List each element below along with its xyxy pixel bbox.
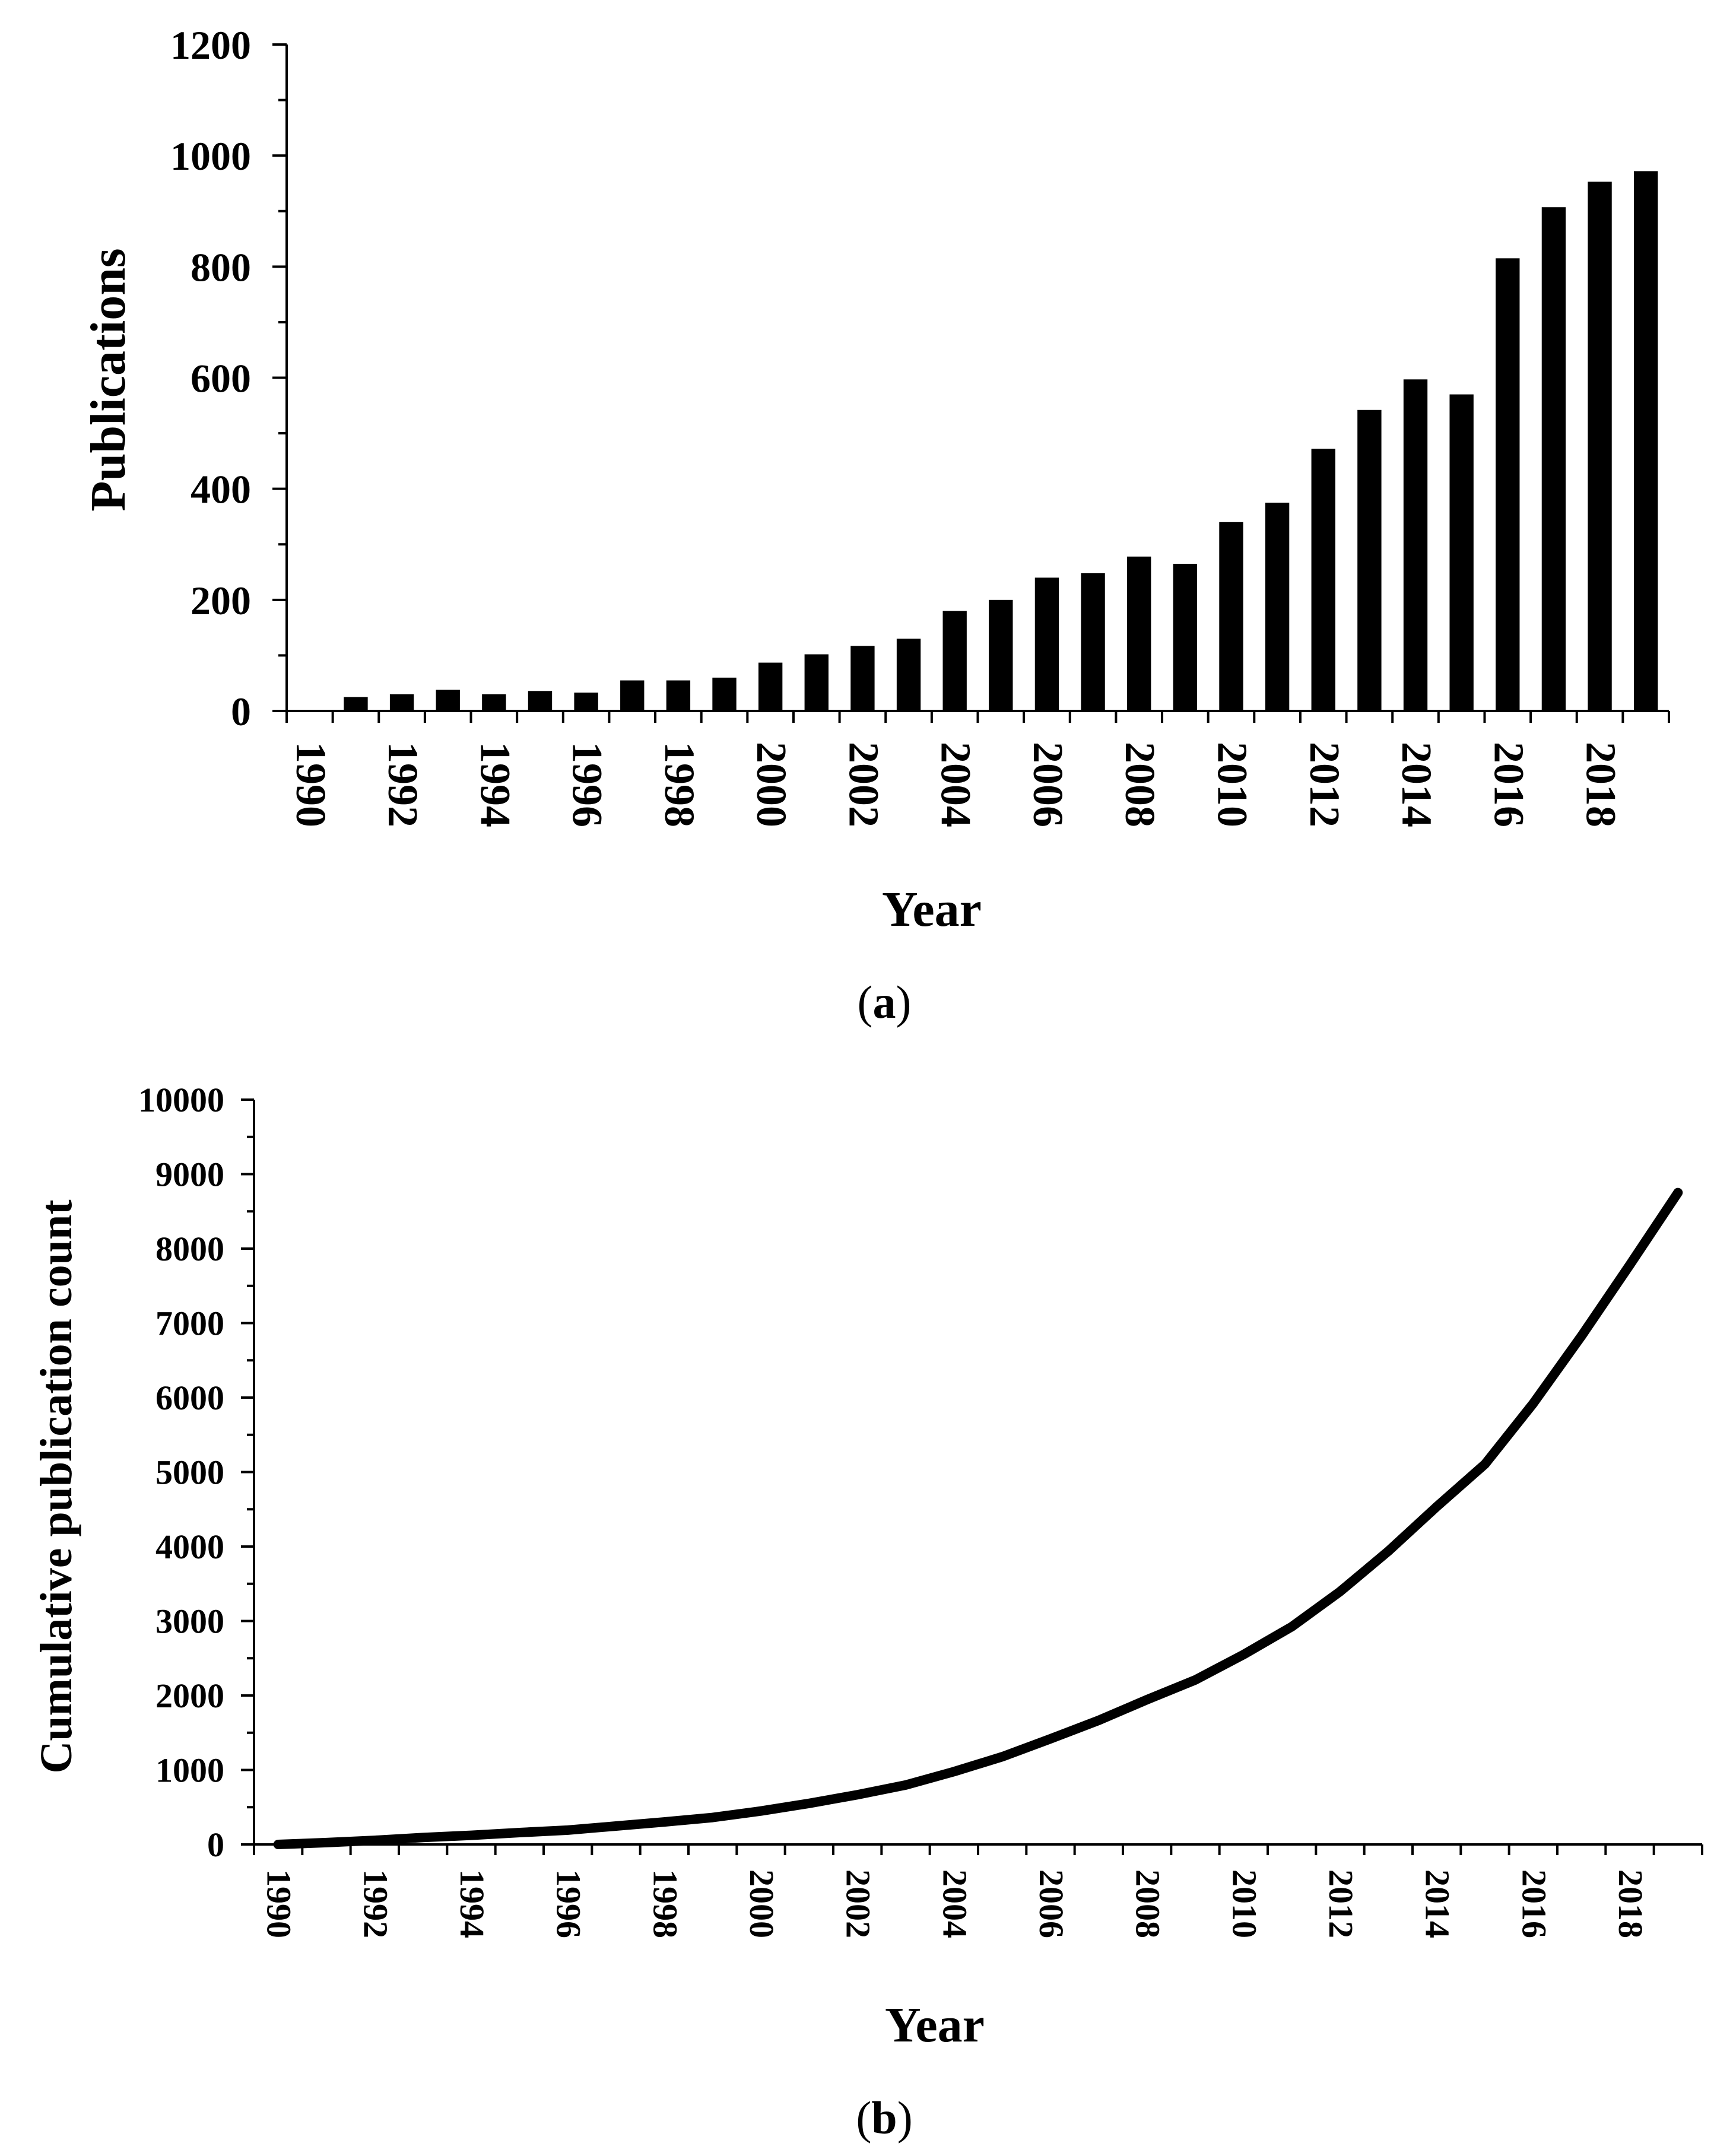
chart-a-bar — [620, 680, 645, 711]
chart-b-y-axis-title: Cumulative publication count — [31, 1199, 81, 1773]
chart-a-x-tick-label: 2000 — [748, 742, 795, 827]
chart-a-x-tick-label: 2018 — [1578, 742, 1625, 827]
chart-a-y-tick-label: 1000 — [170, 134, 251, 179]
chart-a-bar — [896, 639, 921, 711]
chart-a-x-tick-label: 1998 — [656, 742, 703, 827]
chart-a-bar — [1403, 379, 1428, 711]
chart-b-x-axis-title: Year — [885, 1998, 985, 2053]
chart-b-x-tick-label: 2000 — [742, 1869, 781, 1938]
chart-a-x-ticks: 1990 1992 1994 1996 1998 2000 2002 2004 2006 2008… — [285, 711, 1670, 827]
chart-a-y-tick-label: 0 — [231, 689, 251, 734]
chart-b-x-tick-label: 2014 — [1418, 1869, 1457, 1938]
chart-a-bar — [1541, 207, 1566, 711]
chart-b-y-tick-label: 3000 — [155, 1602, 224, 1641]
chart-a-bar — [1127, 556, 1151, 711]
chart-a-bar — [436, 690, 460, 711]
chart-a-y-ticks: 0 200 400 600 800 1000 1200 — [170, 23, 287, 734]
chart-b-x-ticks: 1990 1992 1994 1996 1998 2000 2002 2004 2006 2008… — [253, 1844, 1703, 1938]
chart-b-caption: (b) — [856, 2092, 912, 2144]
chart-b-y-tick-label: 0 — [207, 1825, 224, 1864]
chart-a-bar — [989, 599, 1013, 711]
chart-a-bar — [1357, 409, 1382, 711]
chart-b-y-tick-label: 5000 — [155, 1453, 224, 1492]
chart-a-y-tick-label: 800 — [191, 245, 251, 290]
chart-b-x-tick-label: 2012 — [1322, 1869, 1360, 1938]
chart-a-bar — [666, 680, 691, 711]
chart-b-series-line — [273, 1187, 1683, 1849]
chart-a-y-axis-title: Publications — [81, 248, 136, 511]
chart-b-x-tick-label: 1992 — [356, 1869, 395, 1938]
chart-b-x-tick-label: 1998 — [646, 1869, 684, 1938]
chart-a-y-tick-label: 400 — [191, 467, 251, 512]
chart-a-bar — [1081, 573, 1105, 711]
chart-a-bar — [528, 691, 553, 711]
chart-a-x-tick-label: 2008 — [1116, 742, 1164, 827]
chart-a-y-tick-label: 1200 — [170, 23, 251, 68]
chart-a-x-axis-title: Year — [882, 882, 982, 937]
chart-b-x-tick-label: 2008 — [1129, 1869, 1167, 1938]
chart-b-y-tick-label: 9000 — [155, 1155, 224, 1194]
chart-a-y-tick-label: 200 — [191, 578, 251, 623]
chart-a-bar — [1311, 449, 1335, 711]
chart-a-caption: (a) — [858, 976, 912, 1028]
chart-b-y-tick-label: 10000 — [138, 1081, 224, 1119]
chart-b-x-tick-label: 1994 — [453, 1869, 491, 1938]
chart-b-points — [278, 1192, 1679, 1845]
chart-a-x-tick-label: 2006 — [1024, 742, 1072, 827]
chart-b-y-tick-label: 6000 — [155, 1379, 224, 1417]
chart-b-y-tick-label: 4000 — [155, 1528, 224, 1566]
chart-a-bar — [1219, 522, 1243, 711]
chart-b-y-tick-label: 2000 — [155, 1676, 224, 1715]
chart-a-bar — [1034, 577, 1059, 711]
chart-b-y-tick-label: 1000 — [155, 1751, 224, 1790]
chart-a-x-tick-label: 2010 — [1208, 742, 1256, 827]
chart-a-x-tick-label: 2014 — [1393, 742, 1440, 827]
chart-a-bar — [804, 654, 829, 711]
chart-a-x-tick-label: 2002 — [840, 742, 887, 827]
chart-a-x-tick-label: 1990 — [287, 742, 335, 827]
chart-a-x-tick-label: 1992 — [379, 742, 427, 827]
chart-a-bar — [482, 694, 506, 711]
chart-a-x-tick-label: 2012 — [1301, 742, 1348, 827]
chart-b-x-tick-label: 2004 — [935, 1869, 974, 1938]
chart-a-bar — [389, 694, 414, 711]
chart-a-bar — [1633, 171, 1658, 711]
chart-b-y-tick-label: 7000 — [155, 1304, 224, 1343]
chart-a-bar — [574, 693, 598, 711]
chart-a-bar — [758, 662, 783, 711]
chart-b-x-tick-label: 2018 — [1611, 1869, 1650, 1938]
chart-b-x-tick-label: 1990 — [260, 1869, 299, 1938]
chart-a-x-tick-label: 1996 — [564, 742, 611, 827]
chart-a-bar — [1265, 503, 1290, 711]
chart-a-bar — [1449, 394, 1474, 711]
chart-b-x-tick-label: 2002 — [839, 1869, 878, 1938]
chart-b-x-tick-label: 2006 — [1032, 1869, 1071, 1938]
chart-a-y-tick-label: 600 — [191, 356, 251, 401]
chart-a-x-tick-label: 2016 — [1485, 742, 1532, 827]
chart-b-y-tick-label: 8000 — [155, 1230, 224, 1268]
chart-b-x-tick-label: 2010 — [1225, 1869, 1264, 1938]
chart-b-y-ticks: 0 1000 2000 3000 4000 5000 6000 7000 8000 9000 100… — [138, 1081, 254, 1864]
chart-b-x-tick-label: 1996 — [550, 1869, 588, 1938]
chart-a-bar — [942, 611, 967, 711]
chart-a-x-tick-label: 1994 — [471, 742, 519, 827]
chart-b-caption-letter: b — [871, 2092, 897, 2144]
chart-a-bars — [344, 171, 1658, 711]
chart-a-bar — [850, 646, 875, 711]
chart-b-x-tick-label: 2016 — [1515, 1869, 1553, 1938]
chart-a-caption-letter: a — [873, 976, 896, 1028]
chart-a-bar — [1588, 182, 1612, 711]
chart-a-bar — [1496, 258, 1520, 711]
chart-b-line-chart: 0 1000 2000 3000 4000 5000 6000 7000 8000 9000 100… — [31, 1081, 1703, 2144]
chart-a-bar — [344, 697, 368, 711]
chart-a-bar — [712, 677, 737, 711]
chart-a-x-tick-label: 2004 — [932, 742, 980, 827]
chart-a-bar — [1173, 564, 1198, 711]
